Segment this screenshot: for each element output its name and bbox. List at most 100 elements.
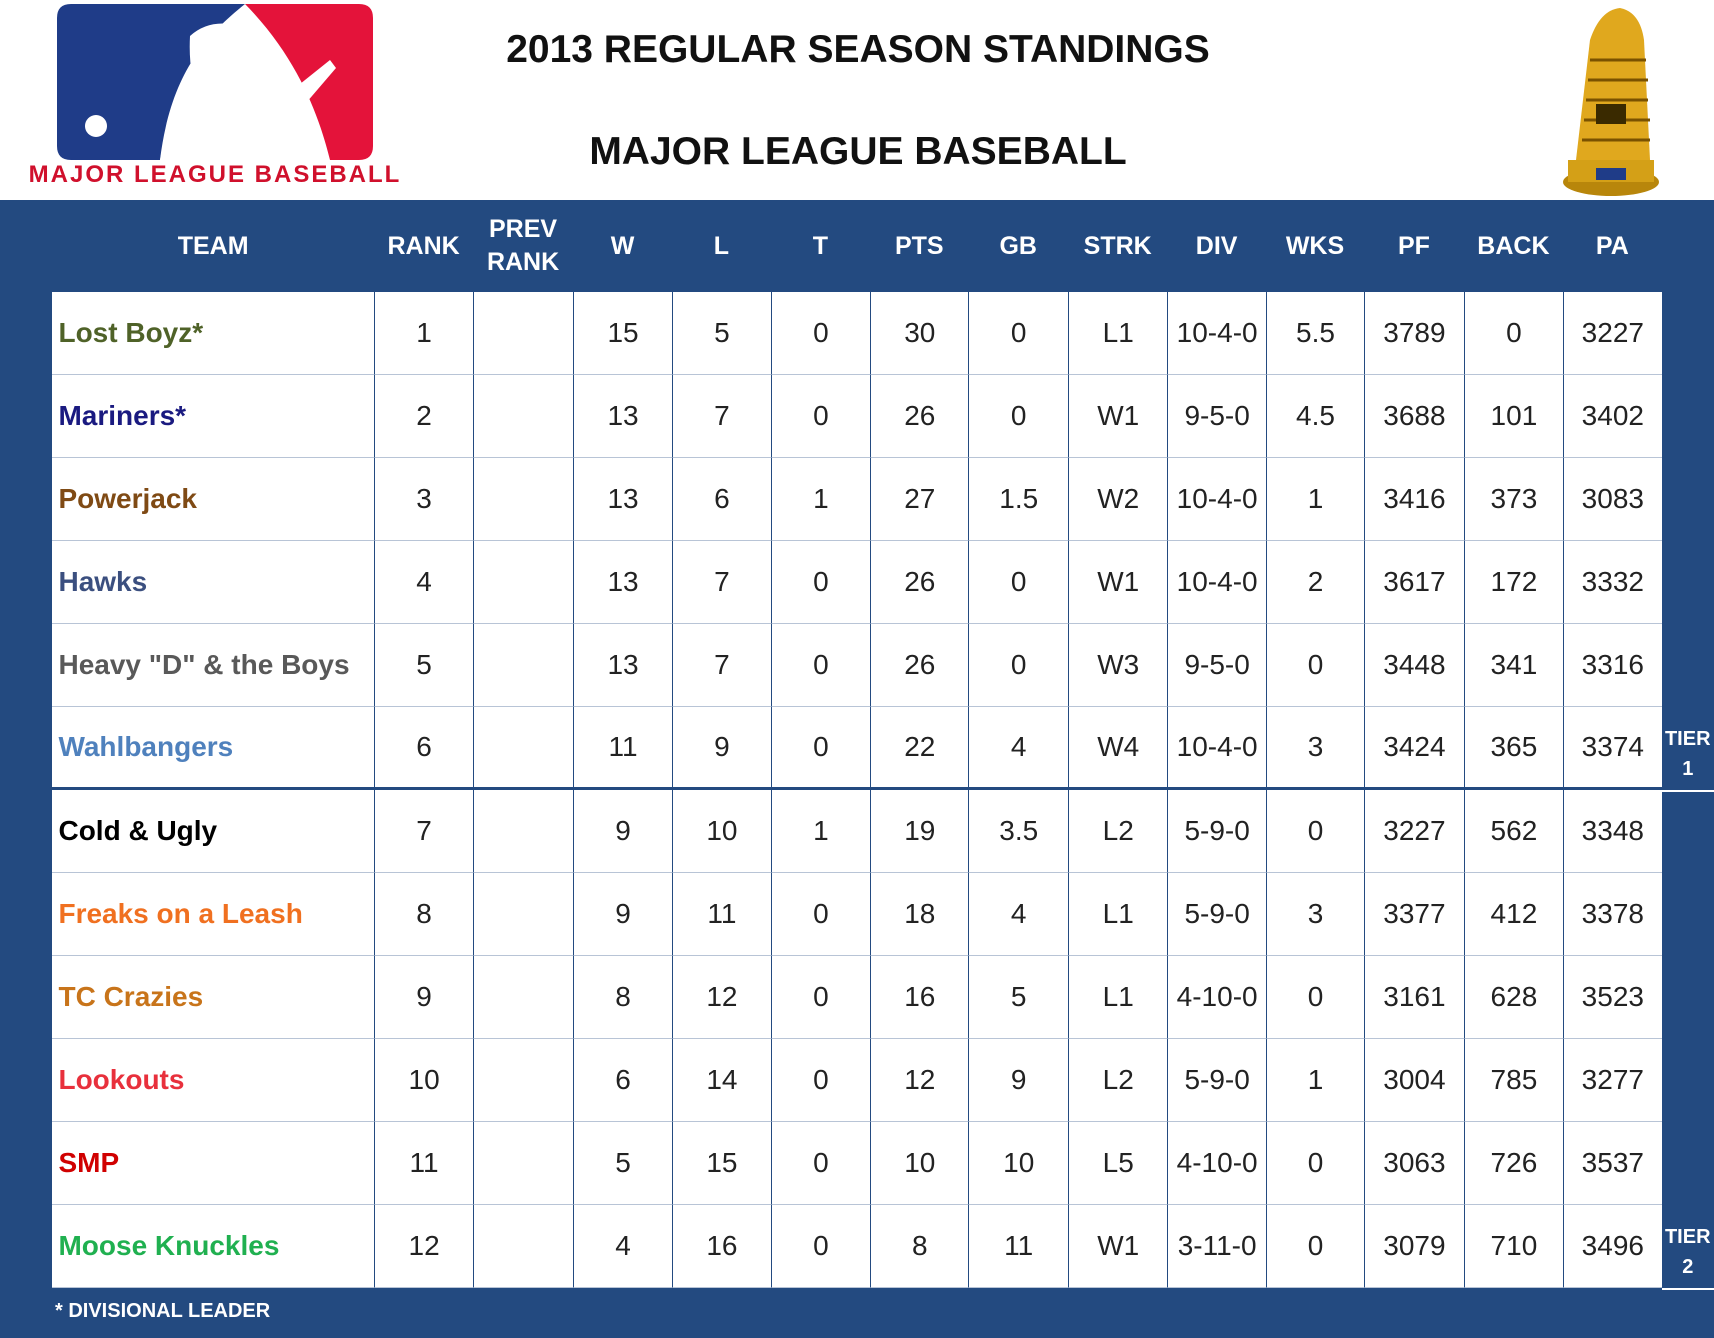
- cell-strk: L1: [1067, 292, 1168, 375]
- cell-pa: 3083: [1563, 458, 1662, 541]
- cell-pts: 26: [870, 624, 969, 707]
- cell-t: 0: [770, 1122, 871, 1205]
- logo-ball: [85, 115, 107, 137]
- cell-strk: L2: [1067, 790, 1168, 873]
- tier-number: 2: [1682, 1256, 1694, 1278]
- cell-l: 16: [672, 1205, 771, 1288]
- cell-pts: 22: [870, 707, 969, 790]
- team-name: Lost Boyz*: [52, 292, 374, 375]
- cell-strk: W1: [1067, 375, 1168, 458]
- cell-back: 101: [1463, 375, 1564, 458]
- cell-pts: 26: [870, 375, 969, 458]
- cell-back: 172: [1463, 541, 1564, 624]
- cell-prev-rank: [473, 790, 573, 873]
- cell-rank: 6: [373, 707, 474, 790]
- cell-strk: L1: [1067, 956, 1168, 1039]
- cell-strk: W3: [1067, 624, 1168, 707]
- column-header: L: [713, 231, 730, 260]
- cell-w: 9: [572, 873, 673, 956]
- cell-prev-rank: [473, 1039, 573, 1122]
- cell-pa: 3496: [1563, 1205, 1662, 1288]
- cell-pa: 3316: [1563, 624, 1662, 707]
- column-header: TEAM: [177, 231, 249, 260]
- column-header: DIV: [1195, 231, 1238, 260]
- column-header: PA: [1595, 231, 1629, 260]
- cell-strk: L1: [1067, 873, 1168, 956]
- cell-strk: W2: [1067, 458, 1168, 541]
- cell-rank: 3: [373, 458, 474, 541]
- cell-rank: 4: [373, 541, 474, 624]
- cell-pts: 12: [870, 1039, 969, 1122]
- cell-strk: L2: [1067, 1039, 1168, 1122]
- team-name: SMP: [52, 1122, 374, 1205]
- cell-strk: W1: [1067, 541, 1168, 624]
- cell-pf: 3227: [1364, 790, 1464, 873]
- cell-gb: 10: [968, 1122, 1068, 1205]
- cell-l: 14: [672, 1039, 771, 1122]
- cell-pf: 3424: [1364, 707, 1464, 790]
- cell-t: 0: [770, 375, 871, 458]
- cell-gb: 11: [968, 1205, 1068, 1288]
- header-graphics: MAJOR LEAGUE BASEBALL: [29, 4, 1659, 196]
- cell-strk: W4: [1067, 707, 1168, 790]
- cell-rank: 7: [373, 790, 474, 873]
- cell-pa: 3402: [1563, 375, 1662, 458]
- cell-prev-rank: [473, 1122, 573, 1205]
- cell-prev-rank: [473, 458, 573, 541]
- cell-w: 13: [572, 375, 673, 458]
- cell-rank: 9: [373, 956, 474, 1039]
- cell-t: 0: [770, 873, 871, 956]
- cell-gb: 0: [968, 541, 1068, 624]
- cell-l: 7: [672, 624, 771, 707]
- team-name: Lookouts: [52, 1039, 374, 1122]
- cell-wks: 0: [1265, 1205, 1365, 1288]
- cell-back: 710: [1463, 1205, 1564, 1288]
- cell-t: 0: [770, 956, 871, 1039]
- cell-pf: 3161: [1364, 956, 1464, 1039]
- cell-w: 8: [572, 956, 673, 1039]
- cell-wks: 2: [1265, 541, 1365, 624]
- team-name: Cold & Ugly: [52, 790, 374, 873]
- cell-div: 3-11-0: [1167, 1205, 1266, 1288]
- team-name: Hawks: [52, 541, 374, 624]
- cell-pf: 3079: [1364, 1205, 1464, 1288]
- cell-pf: 3688: [1364, 375, 1464, 458]
- cell-t: 0: [770, 624, 871, 707]
- tier-label: TIER: [1664, 728, 1711, 750]
- cell-pf: 3448: [1364, 624, 1464, 707]
- cell-wks: 0: [1265, 956, 1365, 1039]
- logo-text: MAJOR LEAGUE BASEBALL: [29, 161, 402, 188]
- cell-pts: 18: [870, 873, 969, 956]
- cell-wks: 1: [1265, 1039, 1365, 1122]
- cell-pa: 3523: [1563, 956, 1662, 1039]
- cell-l: 10: [672, 790, 771, 873]
- cell-pf: 3063: [1364, 1122, 1464, 1205]
- cell-back: 412: [1463, 873, 1564, 956]
- cell-prev-rank: [473, 707, 573, 790]
- cell-div: 5-9-0: [1167, 1039, 1266, 1122]
- cell-wks: 0: [1265, 1122, 1365, 1205]
- cell-w: 15: [572, 292, 673, 375]
- cell-t: 0: [770, 541, 871, 624]
- cell-wks: 4.5: [1265, 375, 1365, 458]
- cell-w: 6: [572, 1039, 673, 1122]
- cell-div: 10-4-0: [1167, 292, 1266, 375]
- column-header: PTS: [894, 231, 944, 260]
- cell-gb: 5: [968, 956, 1068, 1039]
- cell-gb: 4: [968, 873, 1068, 956]
- cell-l: 7: [672, 375, 771, 458]
- cell-pf: 3789: [1364, 292, 1464, 375]
- cell-rank: 11: [373, 1122, 474, 1205]
- cell-pts: 26: [870, 541, 969, 624]
- cell-l: 5: [672, 292, 771, 375]
- cell-w: 13: [572, 458, 673, 541]
- tier-label: TIER 2: [1661, 1222, 1714, 1290]
- cell-pf: 3004: [1364, 1039, 1464, 1122]
- page-subtitle: MAJOR LEAGUE BASEBALL: [589, 130, 1127, 173]
- cell-prev-rank: [473, 873, 573, 956]
- team-name: Powerjack: [52, 458, 374, 541]
- cell-back: 365: [1463, 707, 1564, 790]
- cell-pa: 3332: [1563, 541, 1662, 624]
- table-body: [52, 292, 1662, 1288]
- cell-t: 1: [770, 458, 871, 541]
